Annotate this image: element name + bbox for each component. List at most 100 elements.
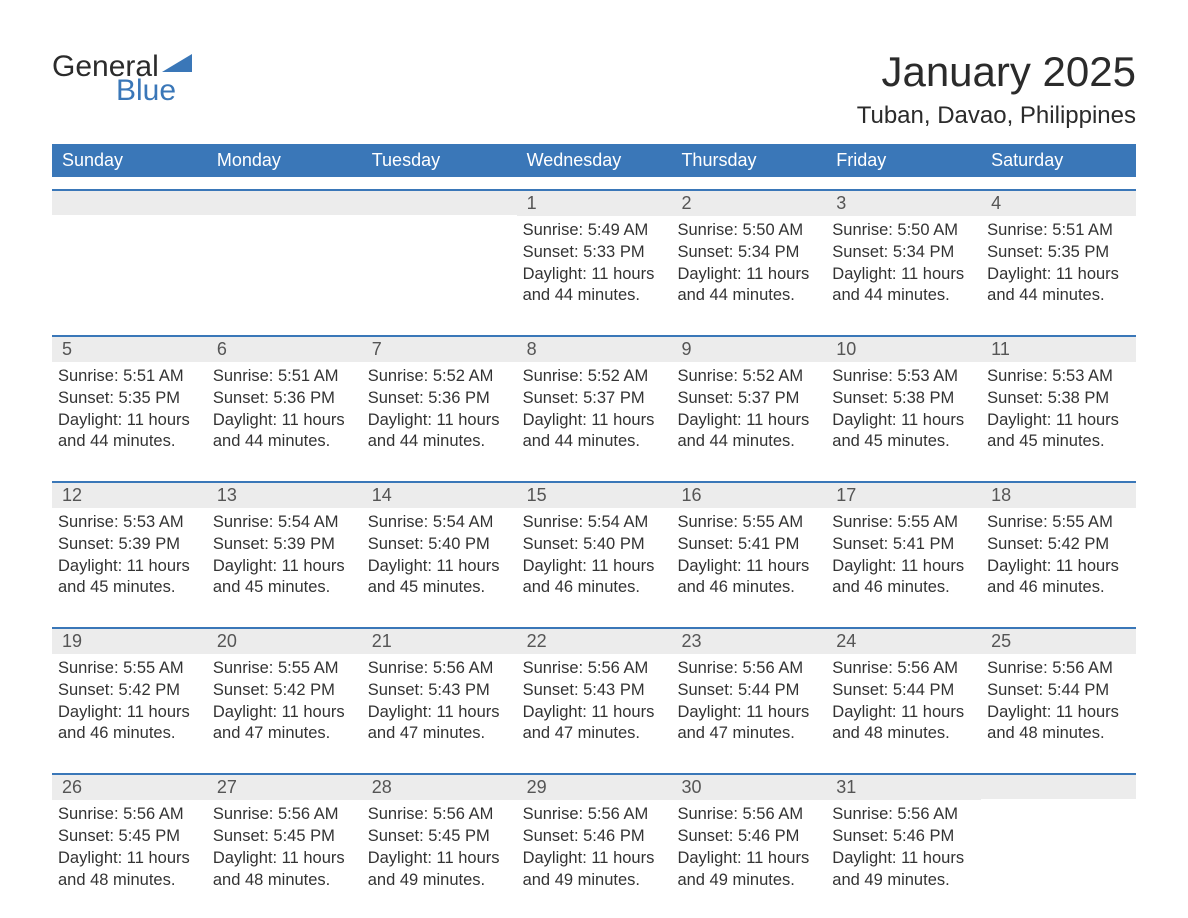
location-text: Tuban, Davao, Philippines <box>857 102 1136 130</box>
day-cell <box>981 775 1136 907</box>
sunset-line: Sunset: 5:43 PM <box>368 680 507 702</box>
day-cell: 7Sunrise: 5:52 AMSunset: 5:36 PMDaylight… <box>362 337 517 469</box>
day-cell <box>362 191 517 323</box>
calendar: SundayMondayTuesdayWednesdayThursdayFrid… <box>52 144 1136 907</box>
day-cell: 14Sunrise: 5:54 AMSunset: 5:40 PMDayligh… <box>362 483 517 615</box>
day-number: 21 <box>362 629 517 654</box>
daylight-line: Daylight: 11 hours and 44 minutes. <box>523 264 662 308</box>
sunset-line: Sunset: 5:39 PM <box>58 534 197 556</box>
sunset-line: Sunset: 5:45 PM <box>213 826 352 848</box>
weekday-header: Wednesday <box>517 144 672 177</box>
sunrise-line: Sunrise: 5:56 AM <box>58 804 197 826</box>
weekday-header: Tuesday <box>362 144 517 177</box>
sunset-line: Sunset: 5:41 PM <box>832 534 971 556</box>
daylight-line: Daylight: 11 hours and 44 minutes. <box>832 264 971 308</box>
day-number: 10 <box>826 337 981 362</box>
day-body: Sunrise: 5:56 AMSunset: 5:44 PMDaylight:… <box>826 654 981 745</box>
day-body: Sunrise: 5:55 AMSunset: 5:42 PMDaylight:… <box>981 508 1136 599</box>
day-body: Sunrise: 5:56 AMSunset: 5:43 PMDaylight:… <box>517 654 672 745</box>
sunrise-line: Sunrise: 5:50 AM <box>832 220 971 242</box>
sunset-line: Sunset: 5:33 PM <box>523 242 662 264</box>
day-cell: 17Sunrise: 5:55 AMSunset: 5:41 PMDayligh… <box>826 483 981 615</box>
day-body: Sunrise: 5:56 AMSunset: 5:46 PMDaylight:… <box>826 800 981 891</box>
day-body: Sunrise: 5:53 AMSunset: 5:38 PMDaylight:… <box>981 362 1136 453</box>
day-number: 18 <box>981 483 1136 508</box>
sunrise-line: Sunrise: 5:56 AM <box>832 658 971 680</box>
day-body: Sunrise: 5:56 AMSunset: 5:45 PMDaylight:… <box>362 800 517 891</box>
day-cell: 9Sunrise: 5:52 AMSunset: 5:37 PMDaylight… <box>671 337 826 469</box>
day-number: 2 <box>671 191 826 216</box>
sunrise-line: Sunrise: 5:54 AM <box>523 512 662 534</box>
day-body: Sunrise: 5:52 AMSunset: 5:37 PMDaylight:… <box>671 362 826 453</box>
day-number: 29 <box>517 775 672 800</box>
day-cell: 24Sunrise: 5:56 AMSunset: 5:44 PMDayligh… <box>826 629 981 761</box>
day-cell <box>207 191 362 323</box>
sunset-line: Sunset: 5:36 PM <box>368 388 507 410</box>
daylight-line: Daylight: 11 hours and 48 minutes. <box>58 848 197 892</box>
sunrise-line: Sunrise: 5:56 AM <box>987 658 1126 680</box>
sunrise-line: Sunrise: 5:53 AM <box>987 366 1126 388</box>
weekday-header: Friday <box>826 144 981 177</box>
daylight-line: Daylight: 11 hours and 46 minutes. <box>677 556 816 600</box>
daylight-line: Daylight: 11 hours and 46 minutes. <box>832 556 971 600</box>
day-cell: 23Sunrise: 5:56 AMSunset: 5:44 PMDayligh… <box>671 629 826 761</box>
day-number <box>981 775 1136 799</box>
sunset-line: Sunset: 5:37 PM <box>523 388 662 410</box>
day-body: Sunrise: 5:55 AMSunset: 5:41 PMDaylight:… <box>671 508 826 599</box>
day-cell: 12Sunrise: 5:53 AMSunset: 5:39 PMDayligh… <box>52 483 207 615</box>
day-number: 30 <box>671 775 826 800</box>
day-cell <box>52 191 207 323</box>
day-number: 20 <box>207 629 362 654</box>
sunset-line: Sunset: 5:34 PM <box>832 242 971 264</box>
day-cell: 15Sunrise: 5:54 AMSunset: 5:40 PMDayligh… <box>517 483 672 615</box>
day-cell: 11Sunrise: 5:53 AMSunset: 5:38 PMDayligh… <box>981 337 1136 469</box>
header-region: General Blue January 2025 Tuban, Davao, … <box>52 48 1136 130</box>
day-cell: 27Sunrise: 5:56 AMSunset: 5:45 PMDayligh… <box>207 775 362 907</box>
day-cell: 21Sunrise: 5:56 AMSunset: 5:43 PMDayligh… <box>362 629 517 761</box>
daylight-line: Daylight: 11 hours and 44 minutes. <box>58 410 197 454</box>
sunset-line: Sunset: 5:45 PM <box>368 826 507 848</box>
sunrise-line: Sunrise: 5:56 AM <box>523 658 662 680</box>
day-number: 3 <box>826 191 981 216</box>
week-row: 19Sunrise: 5:55 AMSunset: 5:42 PMDayligh… <box>52 627 1136 761</box>
sunset-line: Sunset: 5:36 PM <box>213 388 352 410</box>
day-body: Sunrise: 5:50 AMSunset: 5:34 PMDaylight:… <box>826 216 981 307</box>
day-number: 7 <box>362 337 517 362</box>
day-number: 27 <box>207 775 362 800</box>
week-row: 1Sunrise: 5:49 AMSunset: 5:33 PMDaylight… <box>52 189 1136 323</box>
sunrise-line: Sunrise: 5:50 AM <box>677 220 816 242</box>
sunrise-line: Sunrise: 5:51 AM <box>213 366 352 388</box>
weekday-header: Saturday <box>981 144 1136 177</box>
sunset-line: Sunset: 5:42 PM <box>213 680 352 702</box>
sunrise-line: Sunrise: 5:55 AM <box>213 658 352 680</box>
logo: General Blue <box>52 48 192 106</box>
day-number: 24 <box>826 629 981 654</box>
sunset-line: Sunset: 5:44 PM <box>987 680 1126 702</box>
day-cell: 1Sunrise: 5:49 AMSunset: 5:33 PMDaylight… <box>517 191 672 323</box>
sunset-line: Sunset: 5:43 PM <box>523 680 662 702</box>
daylight-line: Daylight: 11 hours and 44 minutes. <box>677 264 816 308</box>
sunset-line: Sunset: 5:35 PM <box>58 388 197 410</box>
daylight-line: Daylight: 11 hours and 46 minutes. <box>58 702 197 746</box>
sunrise-line: Sunrise: 5:56 AM <box>677 658 816 680</box>
day-body: Sunrise: 5:56 AMSunset: 5:44 PMDaylight:… <box>981 654 1136 745</box>
day-body: Sunrise: 5:56 AMSunset: 5:44 PMDaylight:… <box>671 654 826 745</box>
sunset-line: Sunset: 5:46 PM <box>523 826 662 848</box>
sunrise-line: Sunrise: 5:51 AM <box>58 366 197 388</box>
sunrise-line: Sunrise: 5:55 AM <box>832 512 971 534</box>
daylight-line: Daylight: 11 hours and 48 minutes. <box>832 702 971 746</box>
sunrise-line: Sunrise: 5:51 AM <box>987 220 1126 242</box>
day-cell: 19Sunrise: 5:55 AMSunset: 5:42 PMDayligh… <box>52 629 207 761</box>
day-number <box>207 191 362 215</box>
sunset-line: Sunset: 5:38 PM <box>832 388 971 410</box>
daylight-line: Daylight: 11 hours and 45 minutes. <box>832 410 971 454</box>
day-body: Sunrise: 5:49 AMSunset: 5:33 PMDaylight:… <box>517 216 672 307</box>
daylight-line: Daylight: 11 hours and 47 minutes. <box>523 702 662 746</box>
day-cell: 29Sunrise: 5:56 AMSunset: 5:46 PMDayligh… <box>517 775 672 907</box>
day-number: 13 <box>207 483 362 508</box>
daylight-line: Daylight: 11 hours and 46 minutes. <box>523 556 662 600</box>
day-number: 5 <box>52 337 207 362</box>
day-cell: 5 Sunrise: 5:51 AMSunset: 5:35 PMDaylight… <box>52 337 207 469</box>
day-body: Sunrise: 5:53 AMSunset: 5:38 PMDaylight:… <box>826 362 981 453</box>
weekday-header: Thursday <box>671 144 826 177</box>
